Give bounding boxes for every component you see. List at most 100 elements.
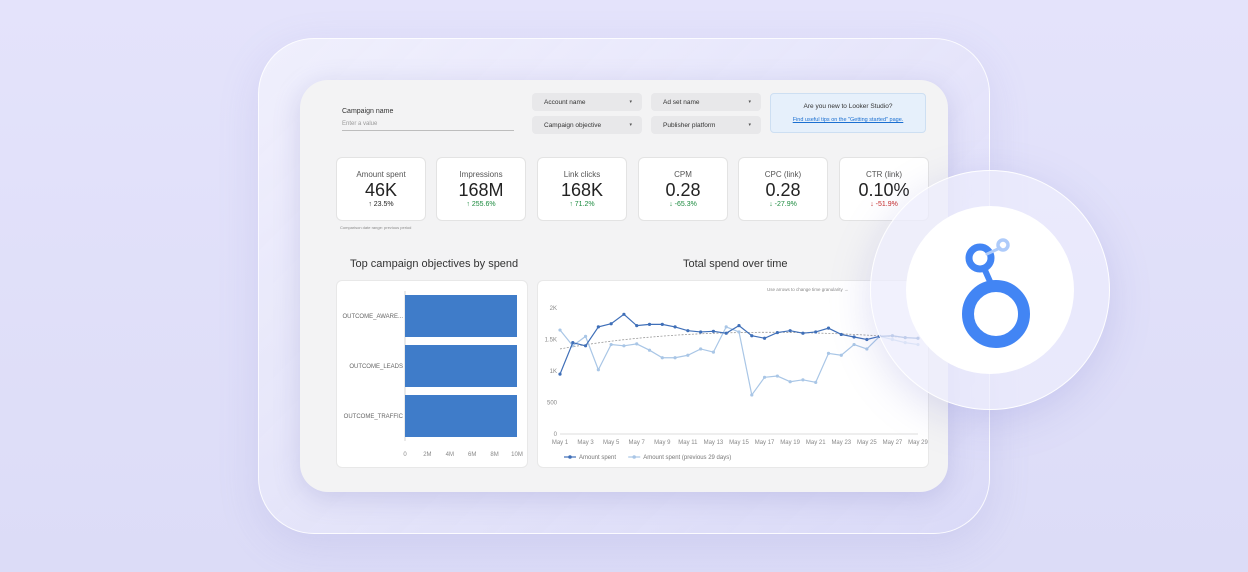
bar-category-label: OUTCOME_TRAFFIC: [344, 414, 404, 420]
previous-period-line: [559, 326, 919, 397]
looker-studio-logo-icon: [962, 238, 1030, 348]
line-chart-card: Use arrows to change time granularity → …: [537, 280, 929, 468]
previous-period-point: [750, 393, 754, 397]
previous-period-point: [852, 342, 856, 347]
dropdown-label: Account name: [544, 98, 586, 106]
amount-spent-point: [865, 337, 869, 342]
amount-spent-point: [711, 329, 716, 333]
kpi-delta: ↓ -51.9%: [870, 201, 898, 208]
amount-spent-point: [609, 322, 613, 326]
line-y-tick-label: 500: [547, 401, 558, 407]
line-x-tick-label: May 21: [806, 440, 826, 446]
kpi-card-amount-spent: Amount spent 46K ↑ 23.5%: [336, 157, 426, 221]
bar-chart-title: Top campaign objectives by spend: [350, 258, 519, 270]
kpi-value: 46K: [364, 180, 398, 200]
previous-period-point: [826, 351, 831, 355]
line-y-tick-label: 1.5K: [545, 338, 557, 344]
line-x-tick-label: May 19: [780, 440, 800, 446]
amount-spent-point: [622, 312, 626, 316]
previous-period-point: [596, 368, 600, 372]
kpi-delta: ↓ -27.9%: [769, 201, 797, 208]
amount-spent-point: [788, 329, 792, 333]
getting-started-banner: Are you new to Looker Studio? Find usefu…: [770, 93, 926, 133]
legend-swatch-dot: [632, 455, 636, 459]
line-x-tick-label: May 25: [857, 440, 877, 446]
legend-label: Amount spent (previous 29 days): [643, 455, 731, 461]
getting-started-link[interactable]: Find useful tips on the "Getting started…: [792, 117, 904, 123]
previous-period-point: [711, 350, 716, 354]
kpi-delta: ↓ -65.3%: [669, 201, 697, 208]
legend-label: Amount spent: [579, 455, 616, 461]
line-x-tick-label: May 7: [629, 440, 646, 446]
kpi-card-impressions: Impressions 168M ↑ 255.6%: [436, 157, 526, 221]
chevron-down-icon: ▾: [748, 99, 751, 105]
previous-period-point: [839, 353, 843, 357]
legend-swatch-dot: [568, 455, 572, 459]
kpi-label: Amount spent: [356, 170, 406, 179]
dropdown-label: Ad set name: [663, 98, 700, 106]
looker-dashboard: Campaign name Enter a value Account name…: [300, 80, 948, 492]
time-granularity-hint: Use arrows to change time granularity →: [767, 287, 849, 292]
previous-period-point: [724, 325, 728, 329]
line-x-tick-label: May 1: [552, 440, 569, 446]
line-x-tick-label: May 3: [577, 440, 594, 446]
previous-period-point: [660, 356, 664, 360]
previous-period-point: [558, 328, 562, 332]
bar: [405, 345, 517, 387]
kpi-label: CPM: [674, 170, 692, 179]
kpi-value: 0.28: [765, 180, 801, 200]
kpi-card-link-clicks: Link clicks 168K ↑ 71.2%: [537, 157, 627, 221]
kpi-value: 168M: [458, 180, 504, 200]
bar-x-tick-label: 8M: [490, 452, 498, 458]
ad-set-name-dropdown[interactable]: Ad set name ▾: [651, 93, 761, 111]
amount-spent-point: [686, 329, 690, 333]
line-chart-title: Total spend over time: [683, 258, 788, 270]
line-x-tick-label: May 13: [704, 440, 724, 446]
chevron-down-icon: ▾: [629, 122, 632, 128]
amount-spent-point: [558, 372, 562, 376]
amount-spent-point: [775, 330, 779, 335]
bar-category-label: OUTCOME_LEADS: [349, 364, 403, 370]
line-y-tick-label: 1K: [550, 369, 557, 375]
bar-category-label: OUTCOME_AWARE...: [342, 314, 403, 320]
kpi-delta: ↑ 71.2%: [569, 201, 595, 208]
line-y-tick-label: 0: [554, 432, 558, 438]
line-x-tick-label: May 27: [883, 440, 903, 446]
bar-x-tick-label: 0: [403, 452, 407, 458]
account-name-dropdown[interactable]: Account name ▾: [532, 93, 642, 111]
previous-period-point: [699, 347, 703, 351]
logo-badge-inner: [906, 206, 1074, 374]
previous-period-point: [609, 342, 613, 347]
promo-title: Are you new to Looker Studio?: [803, 103, 893, 110]
line-x-tick-label: May 29: [908, 440, 928, 446]
kpi-card-cpm: CPM 0.28 ↓ -65.3%: [638, 157, 728, 221]
previous-period-point: [814, 380, 818, 384]
campaign-objective-dropdown[interactable]: Campaign objective ▾: [532, 116, 642, 134]
previous-period-point: [788, 380, 792, 384]
previous-period-point: [635, 342, 639, 346]
campaign-name-label: Campaign name: [342, 108, 394, 115]
bar-x-tick-label: 10M: [511, 452, 523, 458]
line-x-tick-label: May 5: [603, 440, 620, 446]
previous-period-point: [647, 348, 652, 352]
dropdown-label: Campaign objective: [544, 121, 602, 129]
amount-spent-point: [801, 331, 805, 335]
bar: [405, 395, 517, 437]
previous-period-point: [583, 334, 588, 338]
campaign-name-input[interactable]: Enter a value: [342, 121, 514, 131]
amount-spent-point: [724, 331, 728, 335]
publisher-platform-dropdown[interactable]: Publisher platform ▾: [651, 116, 761, 134]
previous-period-point: [673, 356, 677, 360]
kpi-label: Link clicks: [563, 170, 601, 179]
previous-period-point: [737, 330, 741, 334]
previous-period-point: [775, 374, 779, 378]
amount-spent-point: [635, 324, 639, 328]
amount-spent-point: [673, 325, 677, 329]
dropdown-label: Publisher platform: [663, 121, 716, 129]
line-y-tick-label: 2K: [550, 306, 557, 312]
line-x-tick-label: May 17: [755, 440, 775, 446]
line-chart: 0 500 1K 1.5K 2K May 1 May 3 May 5 May 7 May 9 May…: [545, 306, 929, 461]
bar-x-tick-label: 2M: [423, 452, 431, 458]
line-x-tick-label: May 15: [729, 440, 749, 446]
kpi-value: 168K: [560, 180, 604, 200]
